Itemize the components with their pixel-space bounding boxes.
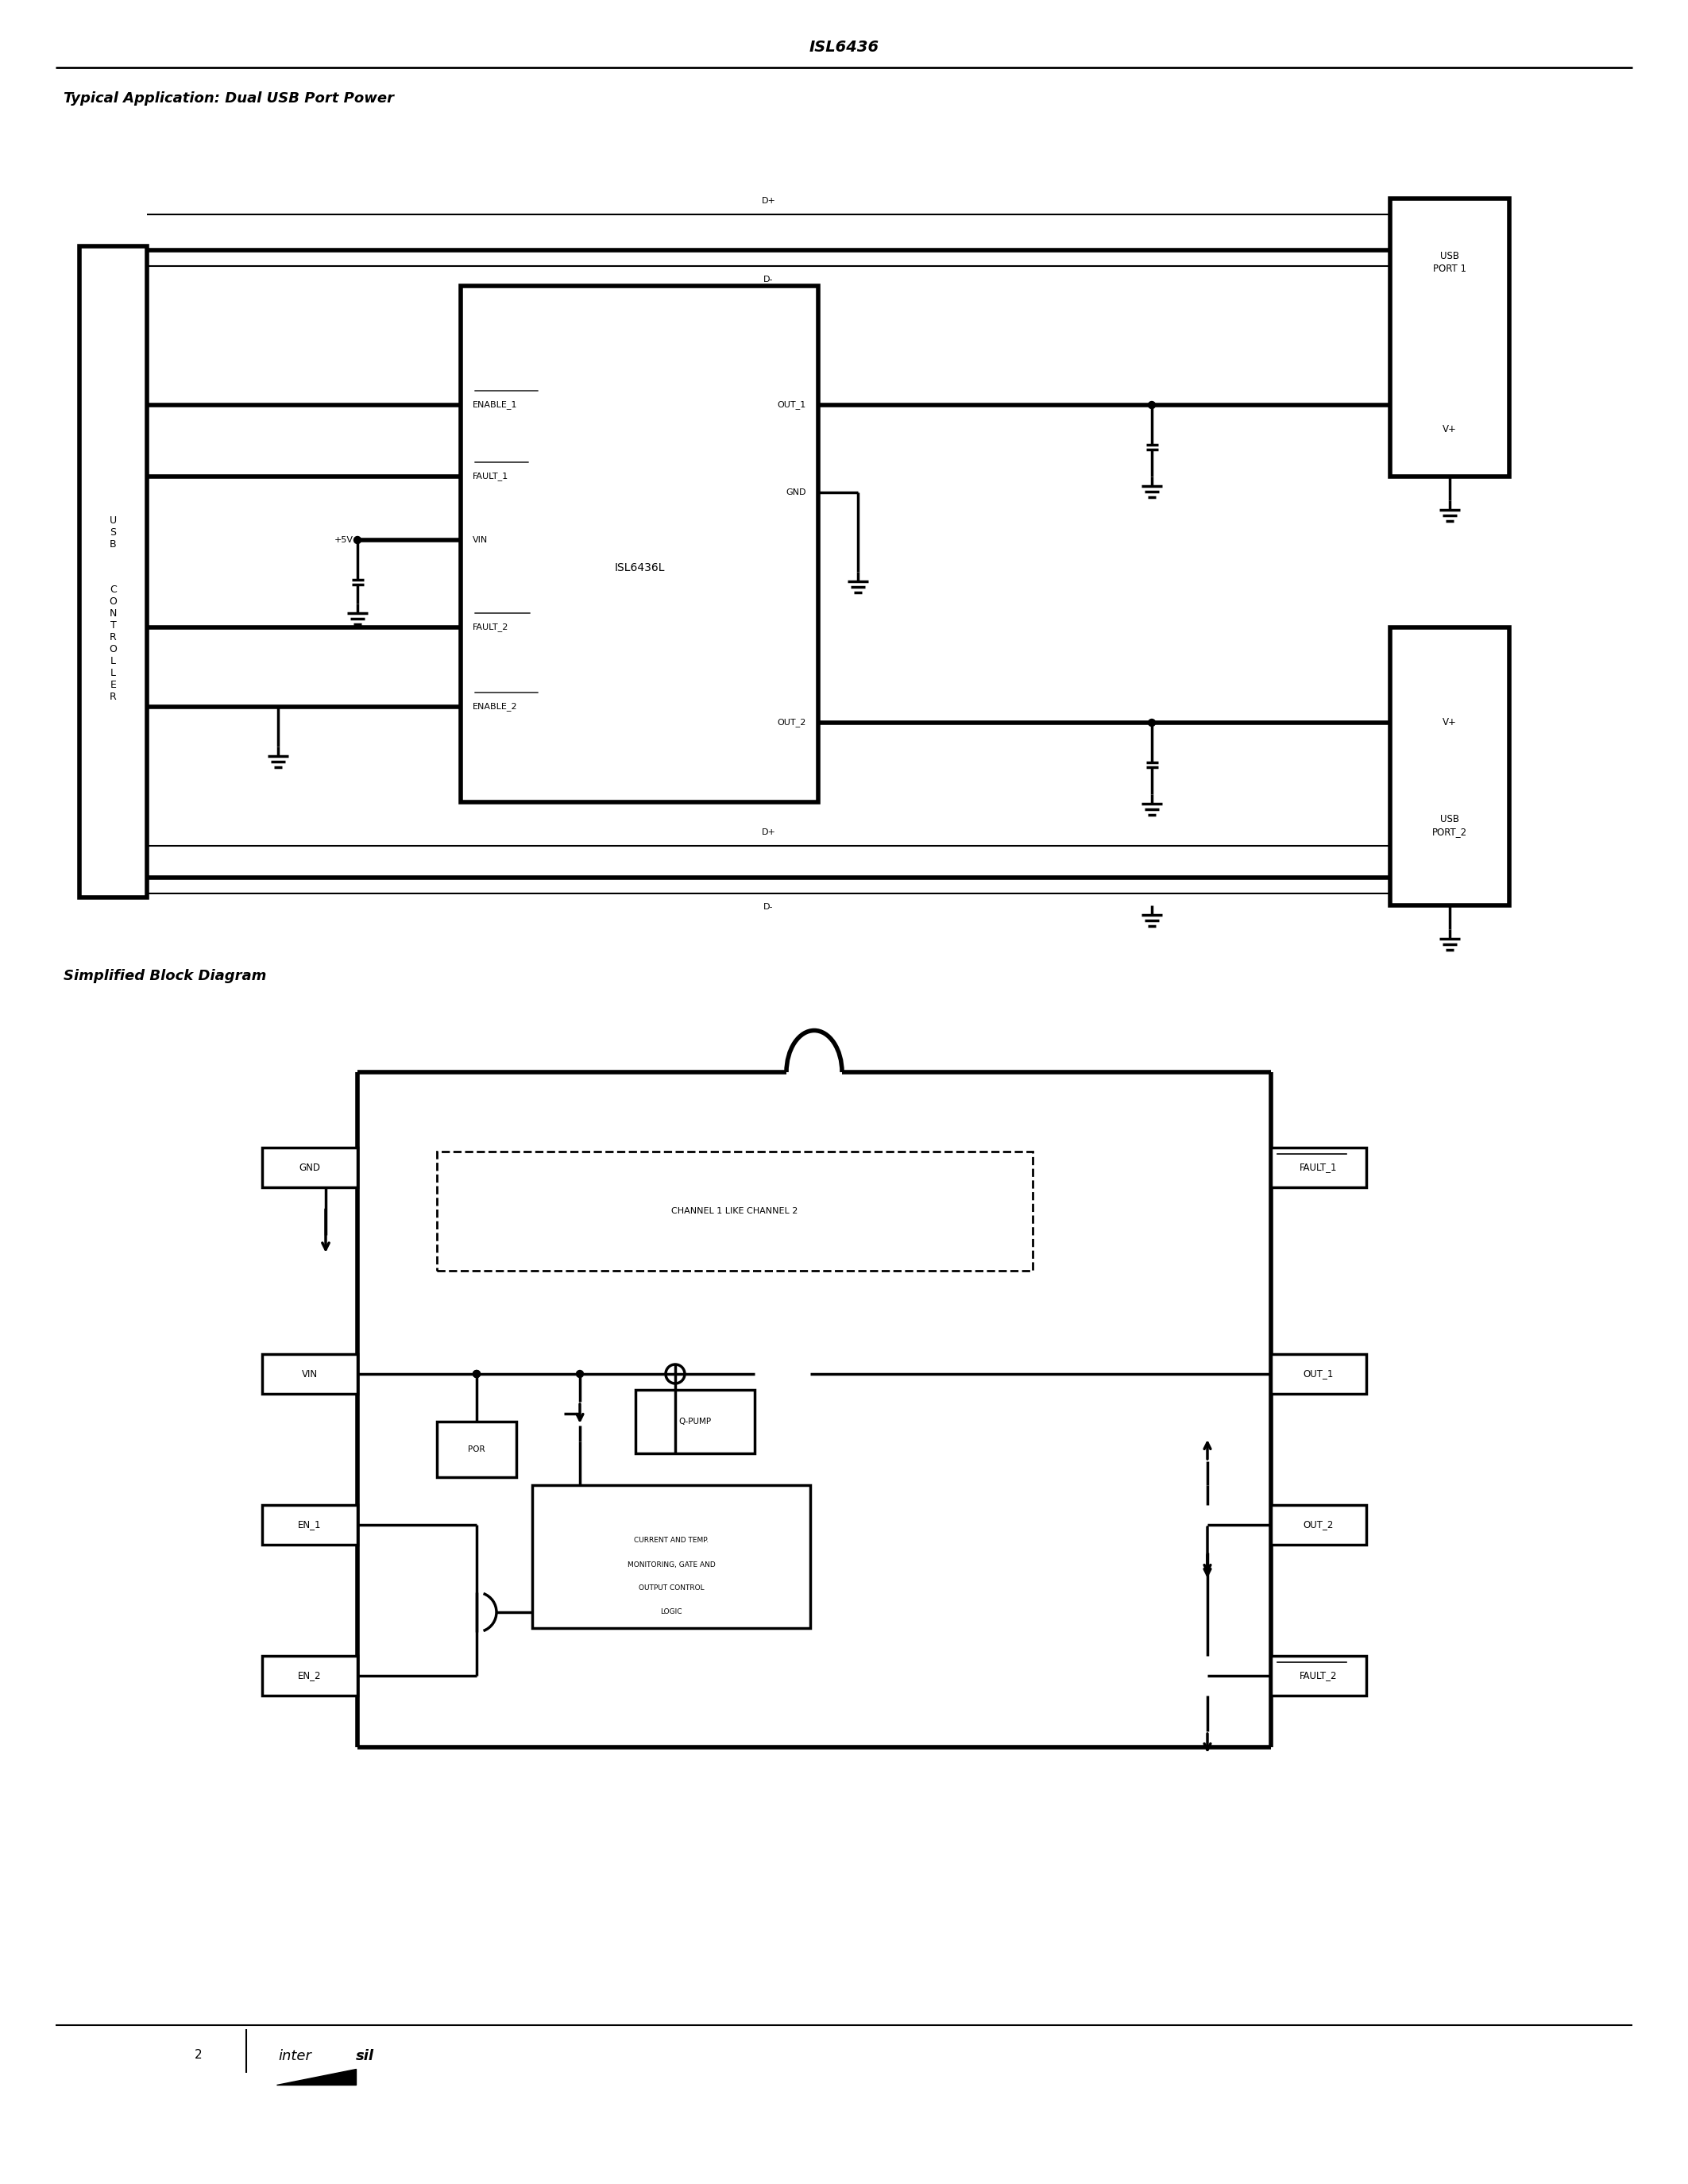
Text: ISL6436: ISL6436	[809, 39, 879, 55]
Bar	[262, 1354, 358, 1393]
Text: POR: POR	[468, 1446, 484, 1452]
Text: ENABLE_1: ENABLE_1	[473, 400, 518, 408]
Text: GND: GND	[787, 489, 807, 496]
Bar	[1271, 1505, 1366, 1544]
Circle shape	[1148, 719, 1155, 727]
Text: FAULT_1: FAULT_1	[473, 472, 508, 480]
Text: VIN: VIN	[302, 1369, 317, 1378]
Bar	[532, 1485, 810, 1627]
Text: OUT_1: OUT_1	[778, 400, 807, 408]
Text: V+: V+	[1443, 424, 1457, 435]
Bar	[1271, 1354, 1366, 1393]
Circle shape	[354, 537, 361, 544]
Circle shape	[473, 1369, 479, 1378]
Bar	[262, 1147, 358, 1188]
Text: OUT_2: OUT_2	[1303, 1520, 1334, 1531]
Text: USB
PORT_2: USB PORT_2	[1431, 815, 1467, 836]
Text: OUT_1: OUT_1	[1303, 1369, 1334, 1378]
Bar	[1391, 627, 1509, 906]
Text: GND: GND	[299, 1162, 321, 1173]
Text: Typical Application: Dual USB Port Power: Typical Application: Dual USB Port Power	[64, 92, 393, 105]
Circle shape	[1148, 402, 1155, 408]
Text: Q-PUMP: Q-PUMP	[679, 1417, 711, 1426]
Text: inter: inter	[279, 2049, 311, 2064]
Polygon shape	[277, 2068, 356, 2086]
Bar	[437, 1151, 1033, 1271]
Text: C
O
N
T
R
O
L
L
E
R: C O N T R O L L E R	[110, 585, 116, 701]
Text: FAULT_2: FAULT_2	[473, 622, 508, 631]
Text: 2: 2	[194, 2049, 203, 2062]
Text: U
S
B: U S B	[110, 515, 116, 548]
Text: OUTPUT CONTROL: OUTPUT CONTROL	[638, 1586, 704, 1592]
Text: D-: D-	[763, 902, 773, 911]
Text: Simplified Block Diagram: Simplified Block Diagram	[64, 970, 267, 983]
Text: VIN: VIN	[473, 535, 488, 544]
Text: MONITORING, GATE AND: MONITORING, GATE AND	[628, 1562, 716, 1568]
Text: D+: D+	[761, 828, 776, 836]
Bar	[1271, 1147, 1366, 1188]
Text: CURRENT AND TEMP.: CURRENT AND TEMP.	[633, 1538, 709, 1544]
Text: +5V: +5V	[334, 535, 353, 544]
Circle shape	[576, 1369, 584, 1378]
Text: D+: D+	[761, 197, 776, 205]
Bar	[1391, 199, 1509, 476]
Bar	[262, 1505, 358, 1544]
Text: ENABLE_2: ENABLE_2	[473, 703, 518, 712]
Bar	[262, 1655, 358, 1695]
Text: OUT_2: OUT_2	[778, 719, 807, 727]
Text: LOGIC: LOGIC	[660, 1610, 682, 1616]
Text: EN_2: EN_2	[299, 1671, 321, 1682]
Circle shape	[473, 1369, 479, 1378]
Text: FAULT_2: FAULT_2	[1300, 1671, 1337, 1682]
Bar	[635, 1389, 755, 1452]
Bar	[1271, 1655, 1366, 1695]
Bar	[437, 1422, 517, 1476]
Text: USB
PORT 1: USB PORT 1	[1433, 251, 1467, 273]
Text: EN_1: EN_1	[299, 1520, 321, 1531]
Bar	[461, 286, 819, 802]
Text: ISL6436L: ISL6436L	[614, 561, 665, 574]
Text: sil: sil	[356, 2049, 375, 2064]
Text: D-: D-	[763, 275, 773, 284]
Text: V+: V+	[1443, 719, 1457, 727]
Text: CHANNEL 1 LIKE CHANNEL 2: CHANNEL 1 LIKE CHANNEL 2	[672, 1208, 798, 1214]
Bar	[79, 247, 147, 898]
Text: FAULT_1: FAULT_1	[1300, 1162, 1337, 1173]
